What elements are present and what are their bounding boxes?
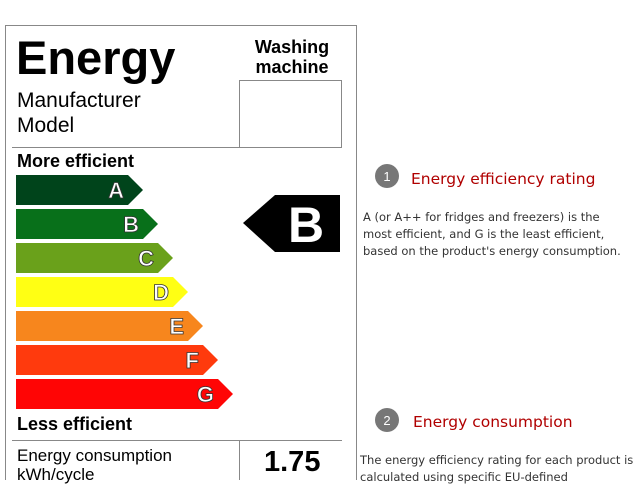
field: Model bbox=[17, 114, 75, 137]
consumption-line: Energy consumption bbox=[17, 446, 172, 465]
band-arrow bbox=[16, 277, 188, 307]
appliance-line: machine bbox=[255, 57, 329, 77]
band-arrow bbox=[16, 379, 233, 409]
label-border bbox=[5, 25, 357, 480]
note-heading: Energy efficiency rating bbox=[411, 170, 596, 188]
label-title: Energy bbox=[16, 31, 176, 84]
band-letter: D bbox=[153, 280, 169, 305]
note-badge bbox=[375, 408, 399, 432]
band-letter: B bbox=[123, 212, 139, 237]
consumption-line: kWh/cycle bbox=[17, 465, 95, 484]
rating-arrow bbox=[243, 195, 340, 252]
appliance-line: Washing bbox=[254, 37, 330, 57]
consumption-label: Energy consumption kWh/cycle bbox=[17, 446, 172, 484]
band-arrow bbox=[16, 175, 143, 205]
note-heading: Energy consumption bbox=[413, 413, 573, 431]
note-number: 2 bbox=[383, 413, 390, 428]
note-text: The energy efficiency rating for each pr… bbox=[360, 453, 634, 484]
band-arrow bbox=[16, 311, 203, 341]
band-letter: A bbox=[108, 178, 124, 203]
band-letter: C bbox=[138, 246, 154, 271]
consumption-value: 1.75 bbox=[264, 446, 321, 478]
band-letter: E bbox=[169, 314, 184, 339]
more-efficient: More efficient bbox=[17, 151, 135, 171]
band-arrow bbox=[16, 345, 218, 375]
field: Manufacturer bbox=[17, 89, 141, 112]
appliance: Washing machine bbox=[250, 37, 334, 77]
note-badge bbox=[375, 164, 399, 188]
band-letter: F bbox=[186, 348, 199, 373]
rating-letter: B bbox=[288, 197, 324, 253]
band-arrow bbox=[16, 243, 173, 273]
less-efficient: Less efficient bbox=[17, 414, 133, 434]
note-text: A (or A++ for fridges and freezers) is t… bbox=[363, 210, 621, 258]
band-letter: G bbox=[197, 382, 214, 407]
appliance-box bbox=[239, 80, 342, 148]
band-arrow bbox=[16, 209, 158, 239]
note-number: 1 bbox=[383, 169, 390, 184]
